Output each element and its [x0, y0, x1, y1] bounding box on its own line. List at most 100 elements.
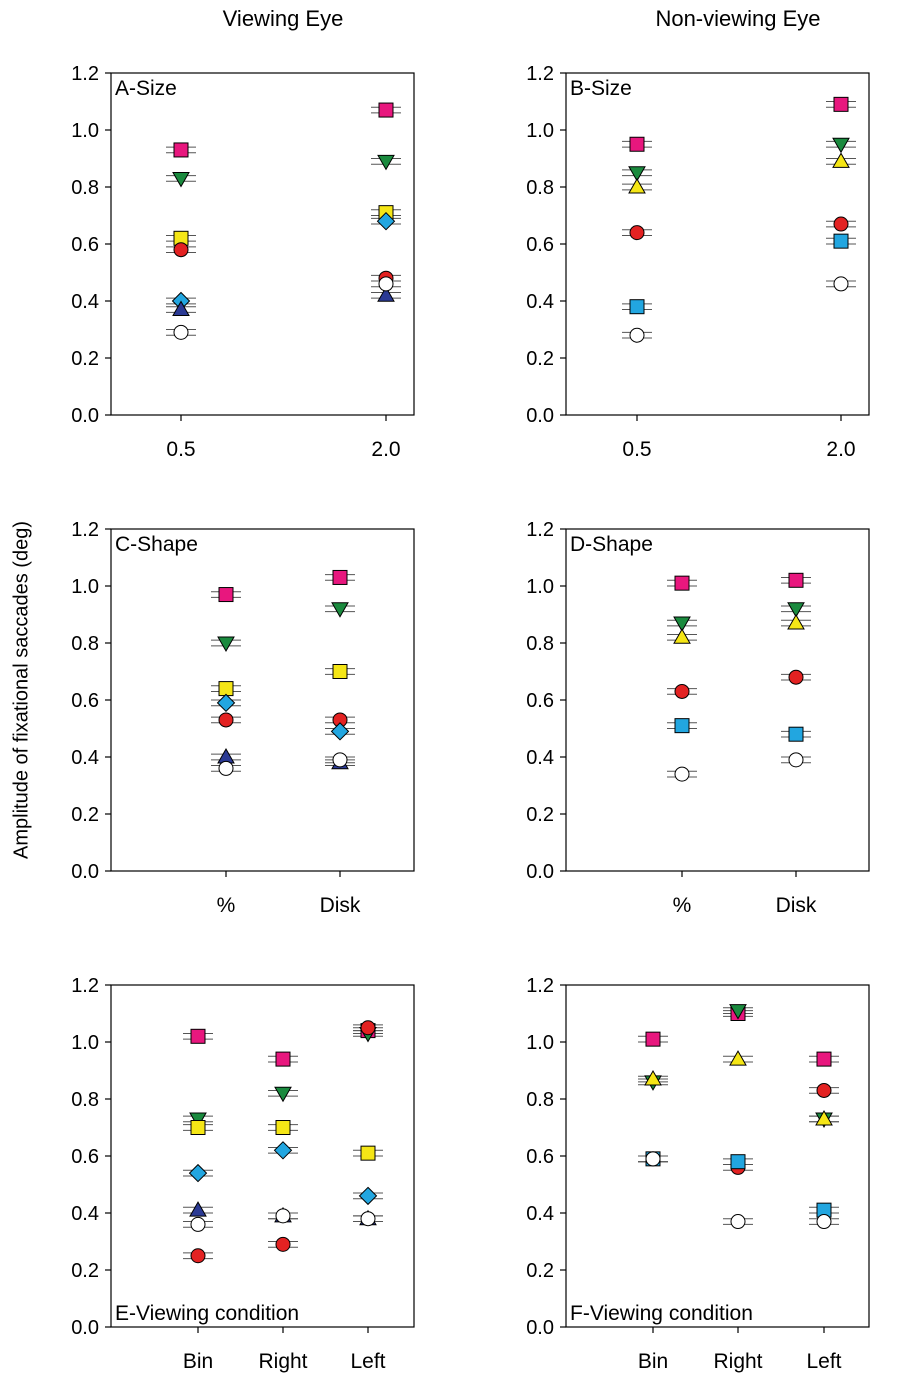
- data-point-magenta-square: [190, 1028, 206, 1044]
- y-tick-label: 0.0: [526, 861, 554, 883]
- data-point-yellow-square: [332, 664, 348, 679]
- data-point-cyan-square: [730, 1154, 746, 1170]
- x-tick-label: Right: [258, 1350, 307, 1373]
- panel-label: D-Shape: [570, 533, 653, 556]
- column-title-viewing-eye: Viewing Eye: [222, 6, 344, 31]
- y-tick-label: 0.2: [71, 804, 99, 826]
- data-point-cyan-square: [833, 233, 849, 249]
- x-tick-label: 2.0: [826, 438, 855, 461]
- y-tick-label: 0.4: [71, 291, 99, 313]
- data-point-yellow-triangle-up: [815, 1109, 833, 1126]
- data-point-cyan-square: [788, 726, 804, 742]
- data-point-green-triangle-down: [832, 137, 850, 154]
- data-point-red-circle: [173, 242, 189, 258]
- x-tick-label: Bin: [638, 1350, 668, 1373]
- data-point-navy-triangle-up: [172, 300, 190, 317]
- data-point-green-triangle-down: [628, 166, 646, 182]
- y-tick-label: 0.8: [71, 1089, 99, 1111]
- y-tick-label: 0.6: [526, 234, 554, 256]
- data-point-yellow-square: [275, 1120, 291, 1135]
- y-tick-label: 0.2: [526, 1260, 554, 1282]
- data-point-white-circle: [332, 752, 348, 768]
- data-point-magenta-square: [816, 1051, 832, 1067]
- x-tick-label: 2.0: [371, 438, 400, 461]
- data-point-cyan-diamond: [330, 722, 350, 741]
- data-point-white-circle: [629, 327, 645, 343]
- data-point-white-circle: [173, 324, 189, 340]
- data-point-yellow-triangle-up: [729, 1050, 747, 1066]
- data-point-red-circle: [674, 683, 690, 699]
- x-tick-label: 0.5: [166, 438, 195, 461]
- y-tick-label: 1.0: [71, 120, 99, 142]
- data-point-red-circle: [190, 1248, 206, 1264]
- data-point-yellow-square: [360, 1145, 376, 1161]
- y-tick-label: 1.0: [526, 120, 554, 142]
- y-tick-label: 0.4: [71, 747, 99, 769]
- data-point-green-triangle-down: [377, 154, 395, 171]
- data-point-green-triangle-down: [673, 616, 691, 633]
- y-tick-label: 1.2: [526, 519, 554, 541]
- panel-label: F-Viewing condition: [570, 1302, 753, 1325]
- data-point-yellow-triangle-up: [787, 614, 805, 630]
- y-tick-label: 0.4: [71, 1203, 99, 1225]
- x-tick-label: %: [673, 894, 692, 917]
- y-tick-label: 1.2: [526, 63, 554, 85]
- data-point-white-circle: [360, 1211, 376, 1227]
- data-point-cyan-square: [674, 718, 690, 734]
- data-point-green-triangle-down: [189, 1112, 207, 1128]
- y-tick-label: 0.2: [71, 348, 99, 370]
- data-point-magenta-square: [629, 136, 645, 152]
- y-tick-label: 0.4: [526, 747, 554, 769]
- x-tick-label: %: [217, 894, 236, 917]
- y-tick-label: 0.8: [526, 633, 554, 655]
- y-tick-label: 1.2: [71, 975, 99, 997]
- data-point-magenta-square: [674, 575, 690, 591]
- data-point-green-triangle-down: [172, 171, 190, 188]
- data-point-yellow-triangle-up: [832, 152, 850, 168]
- data-point-white-circle: [730, 1214, 746, 1230]
- y-tick-label: 0.8: [71, 633, 99, 655]
- y-tick-label: 1.0: [526, 1032, 554, 1054]
- y-tick-label: 1.0: [71, 576, 99, 598]
- data-point-cyan-diamond: [358, 1186, 378, 1206]
- data-point-red-circle: [360, 1020, 376, 1036]
- data-point-green-triangle-down: [274, 1086, 292, 1103]
- data-point-yellow-triangle-up: [644, 1070, 662, 1086]
- data-point-white-circle: [833, 276, 849, 292]
- data-point-red-circle: [629, 225, 645, 241]
- y-tick-label: 0.6: [526, 690, 554, 712]
- data-point-yellow-triangle-up: [628, 177, 646, 194]
- data-point-magenta-square: [788, 572, 804, 588]
- y-tick-label: 0.0: [71, 405, 99, 427]
- x-tick-label: Disk: [320, 894, 361, 917]
- y-tick-label: 0.4: [526, 1203, 554, 1225]
- data-point-red-circle: [816, 1082, 832, 1098]
- x-tick-label: Disk: [776, 894, 817, 917]
- y-tick-label: 1.2: [71, 519, 99, 541]
- panel-label: E-Viewing condition: [115, 1302, 299, 1325]
- y-tick-label: 0.0: [526, 1317, 554, 1339]
- y-tick-label: 0.0: [71, 861, 99, 883]
- data-point-magenta-square: [645, 1031, 661, 1047]
- panel-label: B-Size: [570, 77, 632, 100]
- y-tick-label: 0.2: [71, 1260, 99, 1282]
- y-tick-label: 1.2: [71, 63, 99, 85]
- column-title-non-viewing-eye: Non-viewing Eye: [655, 6, 821, 31]
- y-tick-label: 0.6: [71, 1146, 99, 1168]
- data-point-magenta-square: [173, 142, 189, 158]
- data-point-green-triangle-down: [787, 602, 805, 618]
- panel-label: A-Size: [115, 77, 177, 100]
- data-point-magenta-square: [218, 587, 234, 603]
- x-tick-label: 0.5: [622, 438, 651, 461]
- y-tick-label: 0.4: [526, 291, 554, 313]
- y-tick-label: 0.6: [71, 690, 99, 712]
- data-point-white-circle: [190, 1216, 206, 1232]
- data-point-yellow-square: [190, 1120, 206, 1135]
- y-tick-label: 1.0: [526, 576, 554, 598]
